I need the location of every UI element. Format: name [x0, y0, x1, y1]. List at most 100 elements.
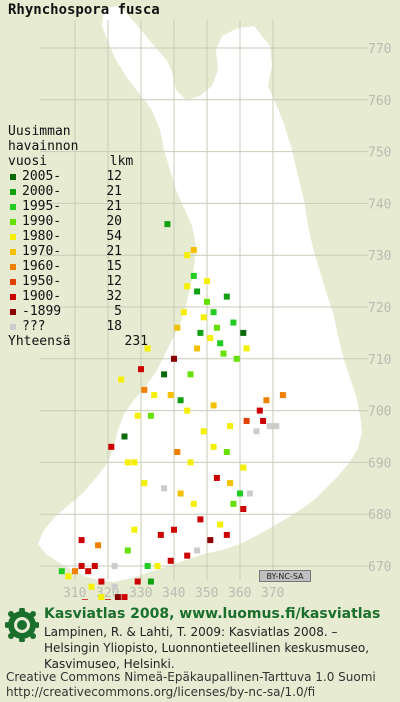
northing-label: 760 — [368, 94, 391, 109]
observation-marker — [240, 329, 247, 336]
legend-count: 21 — [106, 244, 122, 259]
observation-marker — [151, 392, 158, 399]
observation-marker — [118, 376, 125, 383]
observation-marker — [213, 324, 220, 331]
observation-marker — [227, 480, 234, 487]
legend-row: 2005- 12 — [8, 169, 148, 184]
legend-label: 2005- — [22, 169, 62, 184]
legend-swatch — [10, 293, 16, 300]
legend-row: 1995- 21 — [8, 199, 148, 214]
observation-marker — [237, 490, 243, 497]
legend-swatch — [10, 173, 16, 180]
observation-marker — [273, 423, 280, 430]
observation-marker — [223, 293, 230, 300]
observation-marker — [204, 278, 210, 285]
observation-marker — [147, 578, 154, 585]
license-text: Creative Commons Nimeä-Epäkaupallinen-Ta… — [6, 670, 376, 700]
legend-swatch — [10, 248, 16, 255]
observation-marker — [91, 563, 98, 569]
legend-count: 20 — [106, 214, 122, 229]
observation-marker — [108, 443, 115, 450]
observation-marker — [114, 594, 121, 600]
species-title: Rhynchospora fusca — [8, 2, 160, 18]
cc-license-badge[interactable]: BY-NC-SA — [259, 570, 311, 582]
observation-marker — [58, 568, 65, 575]
observation-marker — [194, 288, 201, 295]
legend-label: 1960- — [22, 259, 62, 274]
observation-marker — [134, 578, 141, 585]
northing-label: 670 — [368, 560, 391, 575]
legend-row: 1990- 20 — [8, 214, 148, 229]
legend-total-label: Yhteensä — [8, 334, 71, 349]
observation-marker — [171, 526, 177, 533]
legend-swatch — [10, 323, 16, 330]
legend-count: 21 — [106, 199, 122, 214]
legend-row: 1900- 32 — [8, 289, 148, 304]
license-url-link[interactable]: http://creativecommons.org/licenses/by-n… — [6, 685, 316, 699]
observation-marker — [177, 397, 184, 404]
legend-row: -1899 5 — [8, 304, 148, 319]
observation-marker — [88, 583, 95, 590]
observation-marker — [177, 490, 184, 497]
observation-marker — [207, 537, 214, 544]
citation-line-1: Lampinen, R. & Lahti, T. 2009: Kasviatla… — [44, 625, 338, 639]
observation-marker — [174, 449, 181, 456]
citation-line-3: Kasvimuseo, Helsinki. — [44, 657, 175, 671]
legend-swatch — [10, 188, 16, 195]
legend-label: 1950- — [22, 274, 62, 289]
observation-marker — [72, 568, 78, 575]
northing-label: 700 — [368, 405, 391, 420]
observation-marker — [167, 392, 174, 399]
observation-marker — [279, 392, 286, 399]
kasviatlas-title-link[interactable]: Kasviatlas 2008, www.luomus.fi/kasviatla… — [44, 606, 381, 622]
legend-label: ??? — [22, 319, 46, 334]
grid-lines — [40, 20, 368, 580]
observation-marker — [197, 329, 204, 336]
observation-marker — [213, 474, 220, 481]
observation-marker — [171, 355, 177, 362]
northing-labels: 770 760 750 740 730 720 710 700 690 680 670 — [368, 42, 391, 575]
observation-marker — [141, 386, 148, 393]
observation-marker — [98, 578, 105, 585]
legend-row: 1960- 15 — [8, 259, 148, 274]
kasviatlas-logo-icon — [5, 608, 39, 642]
observation-marker — [111, 563, 118, 569]
observation-marker — [190, 247, 197, 254]
observation-marker — [220, 350, 227, 357]
legend-count: 15 — [106, 259, 122, 274]
legend-row: ??? 18 — [8, 319, 148, 334]
observation-marker — [256, 407, 263, 414]
easting-labels: 310 320 330 340 350 360 370 — [63, 586, 284, 600]
observation-marker — [131, 459, 138, 466]
observation-marker — [154, 563, 161, 569]
observation-marker — [141, 480, 148, 487]
legend-title-line-3: vuosi lkm — [8, 154, 134, 169]
license-line-1: Creative Commons Nimeä-Epäkaupallinen-Ta… — [6, 670, 376, 684]
observation-marker — [200, 428, 207, 435]
observation-marker — [200, 314, 207, 321]
observation-marker — [246, 490, 253, 497]
legend-swatch — [10, 203, 16, 210]
observation-marker — [121, 594, 128, 600]
observation-marker — [194, 547, 201, 554]
observation-marker — [131, 526, 138, 533]
observation-marker — [167, 557, 174, 564]
legend-count: 32 — [106, 289, 122, 304]
observation-marker — [194, 345, 201, 352]
legend-swatch — [10, 278, 16, 285]
legend-total-count: 231 — [124, 334, 148, 349]
observation-marker — [144, 345, 151, 352]
legend-count: 12 — [106, 169, 122, 184]
footer: Kasviatlas 2008, www.luomus.fi/kasviatla… — [0, 600, 400, 702]
legend-title-line-2: havainnon — [8, 139, 79, 154]
observation-marker — [240, 464, 247, 471]
observation-marker — [197, 516, 204, 523]
observation-marker — [65, 573, 72, 580]
legend-count: 18 — [106, 319, 122, 334]
legend-swatch — [10, 308, 16, 315]
observation-marker — [81, 599, 88, 600]
observation-marker — [174, 324, 181, 331]
northing-label: 720 — [368, 301, 391, 316]
observation-marker — [263, 397, 270, 404]
